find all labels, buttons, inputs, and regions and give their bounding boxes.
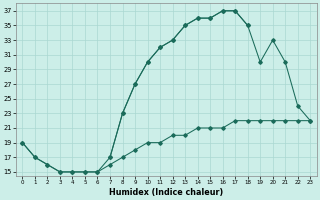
X-axis label: Humidex (Indice chaleur): Humidex (Indice chaleur): [109, 188, 223, 197]
